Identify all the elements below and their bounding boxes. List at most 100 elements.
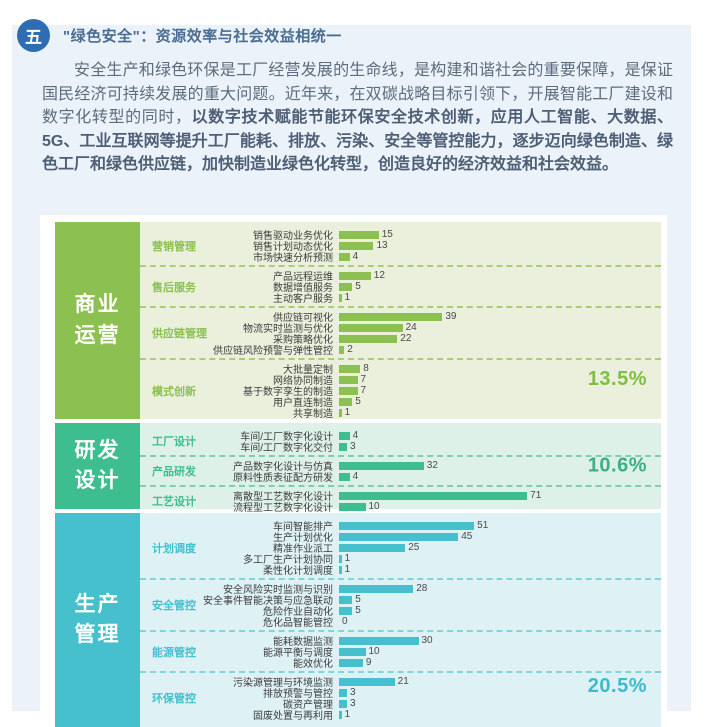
bar-value: 1 [344,563,351,575]
bar-item-label: 用户直连制造 [273,398,333,409]
section-percent: 13.5% [587,368,647,390]
bar-row: 危险作业自动化 5 [140,604,661,618]
bar-value: 5 [355,604,361,616]
group-label: 产品研发 [152,466,196,478]
bar-value: 10 [368,500,380,512]
content-card: 五 "绿色安全"：资源效率与社会效益相统一 安全生产和绿色环保是工厂经营发展的生… [12,19,691,727]
section-title-line: 管理 [74,623,121,646]
section-title-line: 研发 [74,438,121,462]
group-label: 售后服务 [152,281,196,294]
bar [339,323,403,332]
bar-item-label: 碳资产管理 [283,700,333,711]
bar [339,386,358,395]
section-header: 五 "绿色安全"：资源效率与社会效益相统一 [17,19,342,52]
bar-item-label: 柔性化计划调度 [263,566,333,577]
section-sidebar: 商业 运营 [55,222,140,419]
group-label: 计划调度 [152,542,196,555]
section-number-badge: 五 [17,19,50,52]
chart-group: 工厂设计 车间/工厂数字化设计 4 车间/工厂数字化交付 3 [140,427,661,455]
bar-row: 供应链风险预警与弹性管控 2 [140,343,661,357]
bar-value: 9 [365,656,372,668]
bar-row: 生产计划优化 45 [140,530,661,544]
bar-item-label: 能耗数据监测 [273,637,333,648]
bar [339,408,342,417]
chart-section: 研发 设计 工厂设计 车间/工厂数字化设计 4 车间/工厂数字化交付 3 产品研发 产品数字化设… [55,423,661,514]
bar-value: 2 [347,343,353,355]
bar-item-label: 主动客户服务 [273,294,333,305]
bar [339,442,347,451]
bar-row: 能耗数据监测 30 [140,635,661,648]
bar [339,271,371,280]
bar-item-label: 产品远程运维 [273,272,333,283]
bar-row: 产品远程运维 12 [140,269,661,283]
bar-item-label: 多工厂生产计划协同 [243,555,333,566]
bar-item-label: 危化品智能管控 [263,618,333,629]
bar-item-label: 离散型工艺数字化设计 [233,492,333,503]
bar [339,636,419,645]
bar-row: 采购策略优化 22 [140,333,661,346]
bar [339,710,342,719]
bar-value: 5 [355,395,361,407]
bar [339,491,528,500]
bar-value: 25 [408,541,420,553]
bar [339,688,347,697]
bar [339,241,374,250]
bar [339,595,353,604]
bar-item-label: 能源平衡与调度 [263,648,333,659]
section-title-line: 运营 [74,323,121,347]
bar-row: 大批量定制 8 [140,363,661,376]
bar-value: 12 [373,269,385,281]
bar-item-label: 流程型工艺数字化设计 [233,503,333,514]
bar-value: 24 [405,321,417,333]
chart-group: 安全管控 安全风险实时监测与识别 28 安全事件智能决策与应急联动 5 危险作业自动化 5 危… [140,578,661,630]
bar [339,647,366,656]
bar [339,345,345,354]
bar-value: 0 [342,615,348,627]
bar-item-label: 供应链可视化 [273,313,333,324]
bar-value: 10 [368,645,380,657]
group-label: 工厂设计 [152,436,196,448]
bar-item-label: 生产计划优化 [273,533,333,544]
chart-group: 售后服务 产品远程运维 12 数据增值服务 5 主动客户服务 1 [140,265,661,306]
bar [339,658,363,667]
bar-row: 销售计划动态优化 13 [140,240,661,253]
chart-group: 营销管理 销售驱动业务优化 15 销售计划动态优化 13 市场快速分析预测 4 [140,226,661,265]
bar-value: 45 [461,530,473,542]
bar-value: 7 [360,384,367,396]
bar-item-label: 网络协同制造 [273,376,333,387]
bar-value: 32 [426,459,438,471]
group-label: 环保管控 [152,693,196,705]
chart-group: 模式创新 大批量定制 8 网络协同制造 7 基于数字孪生的制造 7 用户直连制造 5 共享制造 1 [140,358,661,421]
bar [339,252,350,261]
bar-value: 1 [344,708,351,720]
bar-row: 柔性化计划调度 1 [140,563,661,577]
bar [339,364,361,373]
bar-row: 基于数字孪生的制造 7 [140,384,661,398]
bar-item-label: 供应链风险预警与弹性管控 [213,346,333,357]
bar-item-label: 排放预警与管控 [263,689,333,700]
bar-row: 排放预警与管控 3 [140,687,661,700]
bar-item-label: 车间/工厂数字化设计 [240,432,333,443]
bar-value: 3 [349,440,356,452]
paragraph-bold: 以数字技术赋能节能环保安全技术创新，应用人工智能、大数据、5G、工业互联网等提升… [42,109,673,173]
bar [339,532,459,541]
bar-row: 能效优化 9 [140,656,661,670]
bar-value: 4 [352,250,359,262]
chart-section: 商业 运营 营销管理 销售驱动业务优化 15 销售计划动态优化 13 市场快速分析预测 4 售后服… [55,222,661,421]
group-label: 营销管理 [152,240,196,253]
group-label: 模式创新 [152,385,196,398]
group-label: 安全管控 [152,600,196,612]
bar-item-label: 销售计划动态优化 [253,242,333,253]
bar [339,521,475,530]
bar-item-label: 车间智能排产 [273,522,333,533]
bar-row: 原料性质表征配方研发 4 [140,471,661,484]
chart-group: 计划调度 车间智能排产 51 生产计划优化 45 精准作业派工 25 多工厂生产计划协同 1 柔性… [140,517,661,578]
bar [339,230,379,239]
section-sidebar: 生产 管理 [55,513,140,727]
chart-group: 工艺设计 离散型工艺数字化设计 71 流程型工艺数字化设计 10 [140,485,661,515]
bar-item-label: 污染源管理与环境监测 [233,678,333,689]
group-label: 能源管控 [152,646,196,659]
bar-item-label: 销售驱动业务优化 [253,231,333,242]
bar-value: 39 [445,310,457,322]
bar-item-label: 数据增值服务 [273,283,333,294]
